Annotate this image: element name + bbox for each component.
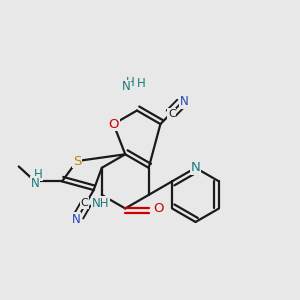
Text: H: H	[126, 76, 135, 89]
Text: N: N	[191, 161, 200, 174]
Text: N: N	[72, 213, 80, 226]
Text: O: O	[108, 118, 119, 130]
Text: C: C	[168, 109, 176, 119]
Text: NH: NH	[92, 197, 109, 210]
Text: C: C	[81, 198, 88, 208]
Text: H: H	[34, 168, 43, 181]
Text: H: H	[136, 77, 145, 90]
Text: S: S	[73, 154, 81, 168]
Text: N: N	[31, 177, 39, 190]
Text: O: O	[154, 202, 164, 215]
Text: N: N	[180, 95, 189, 108]
Text: N: N	[122, 80, 131, 93]
